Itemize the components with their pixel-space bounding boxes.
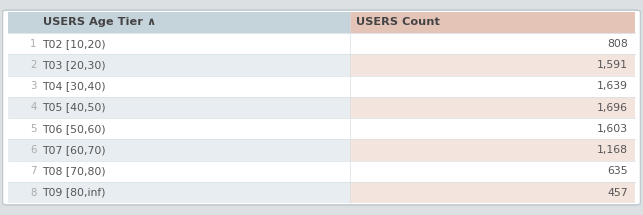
Text: USERS Age Tier ∧: USERS Age Tier ∧ bbox=[43, 17, 156, 28]
Text: T04 [30,40): T04 [30,40) bbox=[42, 81, 105, 91]
Bar bbox=[350, 182, 635, 203]
Text: 7: 7 bbox=[30, 166, 37, 176]
Text: T08 [70,80): T08 [70,80) bbox=[42, 166, 105, 176]
Text: 457: 457 bbox=[607, 187, 628, 198]
Bar bbox=[350, 12, 635, 33]
Text: 6: 6 bbox=[30, 145, 37, 155]
Bar bbox=[8, 161, 350, 182]
Bar bbox=[8, 139, 350, 161]
Text: 1,168: 1,168 bbox=[597, 145, 628, 155]
Bar bbox=[8, 182, 350, 203]
Bar bbox=[8, 118, 350, 139]
Text: 2: 2 bbox=[30, 60, 37, 70]
Text: 8: 8 bbox=[30, 187, 37, 198]
Text: 1,696: 1,696 bbox=[597, 103, 628, 112]
Text: 1: 1 bbox=[30, 39, 37, 49]
Bar bbox=[8, 33, 350, 54]
Bar bbox=[8, 54, 350, 76]
Bar bbox=[350, 118, 635, 139]
Bar bbox=[350, 33, 635, 54]
Text: 1,603: 1,603 bbox=[597, 124, 628, 134]
Bar bbox=[8, 76, 350, 97]
Bar bbox=[350, 97, 635, 118]
Text: T09 [80,inf): T09 [80,inf) bbox=[42, 187, 105, 198]
Text: 5: 5 bbox=[30, 124, 37, 134]
Text: T06 [50,60): T06 [50,60) bbox=[42, 124, 105, 134]
Text: USERS Count: USERS Count bbox=[356, 17, 440, 28]
Text: 4: 4 bbox=[30, 103, 37, 112]
Text: T02 [10,20): T02 [10,20) bbox=[42, 39, 105, 49]
FancyBboxPatch shape bbox=[3, 10, 640, 205]
Bar bbox=[350, 139, 635, 161]
Text: 808: 808 bbox=[607, 39, 628, 49]
Text: 3: 3 bbox=[30, 81, 37, 91]
Bar bbox=[350, 54, 635, 76]
Bar bbox=[350, 76, 635, 97]
Text: 635: 635 bbox=[607, 166, 628, 176]
Text: 1,639: 1,639 bbox=[597, 81, 628, 91]
Text: T07 [60,70): T07 [60,70) bbox=[42, 145, 105, 155]
Bar bbox=[350, 161, 635, 182]
Text: T03 [20,30): T03 [20,30) bbox=[42, 60, 105, 70]
Text: T05 [40,50): T05 [40,50) bbox=[42, 103, 105, 112]
Text: 1,591: 1,591 bbox=[597, 60, 628, 70]
Bar bbox=[8, 97, 350, 118]
Bar bbox=[8, 12, 350, 33]
